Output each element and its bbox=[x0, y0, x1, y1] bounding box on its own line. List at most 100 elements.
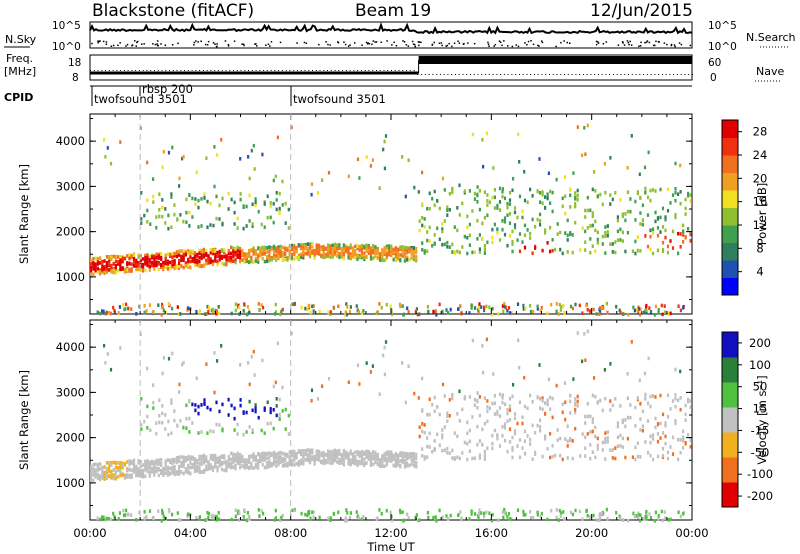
power-cell bbox=[227, 207, 230, 211]
noise-search-point bbox=[457, 40, 459, 42]
velocity-cell bbox=[242, 410, 245, 414]
noise-search-point bbox=[431, 43, 434, 46]
velocity-cell bbox=[403, 454, 406, 458]
power-cell bbox=[428, 239, 431, 243]
power-cell bbox=[309, 310, 312, 315]
power-cell bbox=[246, 305, 249, 309]
power-cell bbox=[669, 201, 672, 205]
colorbar-tick-label: -100 bbox=[747, 467, 773, 481]
velocity-cell bbox=[401, 457, 404, 462]
power-cell bbox=[263, 225, 266, 229]
velocity-cell bbox=[214, 455, 217, 459]
nave-point bbox=[338, 70, 340, 71]
noise-search-point bbox=[566, 41, 568, 44]
velocity-cell bbox=[496, 409, 499, 414]
power-cell bbox=[372, 248, 375, 252]
velocity-cell bbox=[254, 455, 257, 460]
nave-label: Nave bbox=[756, 65, 784, 78]
power-cell bbox=[485, 304, 488, 309]
noise-search-point bbox=[212, 42, 215, 44]
noise-search-point bbox=[451, 45, 453, 48]
beam-title: Beam 19 bbox=[355, 1, 431, 21]
power-cell bbox=[149, 222, 152, 226]
noise-search-point bbox=[372, 40, 375, 42]
velocity-cell bbox=[616, 444, 619, 448]
velocity-cell bbox=[436, 432, 439, 437]
power-cell bbox=[426, 206, 429, 211]
velocity-cell bbox=[223, 468, 226, 473]
y-tick-label: 3000 bbox=[56, 179, 85, 193]
power-cell bbox=[638, 307, 641, 311]
velocity-cell bbox=[171, 470, 174, 475]
power-cell bbox=[448, 245, 451, 249]
velocity-cell bbox=[140, 423, 143, 427]
velocity-cell bbox=[491, 401, 494, 406]
power-cell bbox=[555, 177, 558, 182]
velocity-cell bbox=[291, 508, 294, 513]
velocity-cell bbox=[329, 461, 332, 465]
velocity-cell bbox=[329, 516, 332, 520]
noise-search-point bbox=[403, 41, 406, 43]
velocity-cell bbox=[106, 352, 109, 356]
velocity-cell bbox=[275, 464, 278, 468]
power-cell bbox=[534, 225, 537, 229]
power-cell bbox=[536, 217, 539, 222]
velocity-cell bbox=[173, 457, 176, 462]
power-cell bbox=[171, 145, 174, 150]
noise-search-point bbox=[627, 41, 630, 44]
noise-search-point bbox=[487, 41, 489, 44]
velocity-cell bbox=[234, 459, 237, 463]
power-cell bbox=[161, 198, 164, 202]
power-cell bbox=[629, 197, 632, 201]
velocity-cell bbox=[105, 467, 108, 471]
velocity-cell bbox=[596, 443, 599, 448]
velocity-cell bbox=[241, 458, 244, 463]
velocity-cell bbox=[541, 454, 544, 459]
power-cell bbox=[302, 253, 305, 258]
velocity-cell bbox=[426, 436, 429, 440]
velocity-cell bbox=[369, 452, 373, 456]
power-cell bbox=[606, 310, 609, 315]
power-cell bbox=[152, 200, 155, 204]
power-cell bbox=[522, 303, 525, 308]
velocity-cell bbox=[238, 511, 241, 515]
power-cell bbox=[333, 242, 336, 247]
velocity-cell bbox=[477, 516, 480, 520]
power-cell bbox=[260, 303, 263, 307]
nave-point bbox=[676, 74, 678, 75]
velocity-cell bbox=[421, 408, 424, 412]
nave-point bbox=[688, 74, 690, 75]
power-cell bbox=[356, 257, 359, 262]
power-cell bbox=[261, 152, 264, 157]
velocity-cell bbox=[311, 450, 314, 455]
x-tick-label: 04:00 bbox=[174, 526, 207, 540]
velocity-cell bbox=[169, 472, 172, 476]
power-cell bbox=[433, 242, 436, 246]
velocity-cell bbox=[418, 518, 421, 522]
velocity-cell bbox=[230, 517, 233, 522]
power-cell bbox=[589, 250, 592, 255]
velocity-cell bbox=[633, 514, 636, 519]
velocity-cell bbox=[637, 515, 640, 520]
power-cell bbox=[114, 254, 117, 259]
power-cell bbox=[205, 156, 208, 160]
velocity-cell bbox=[99, 474, 102, 478]
velocity-cell bbox=[327, 460, 330, 464]
velocity-cell bbox=[173, 464, 176, 469]
power-cell bbox=[512, 176, 515, 181]
velocity-cell bbox=[126, 460, 129, 464]
power-cell bbox=[121, 259, 124, 264]
power-cell bbox=[284, 201, 287, 206]
velocity-cell bbox=[252, 456, 255, 460]
velocity-cell bbox=[674, 396, 677, 401]
power-cell bbox=[661, 225, 665, 229]
velocity-cell bbox=[262, 511, 265, 516]
power-cell bbox=[639, 222, 642, 226]
velocity-cell bbox=[153, 473, 156, 477]
velocity-cell bbox=[277, 462, 280, 467]
velocity-cell bbox=[164, 459, 167, 463]
power-cell bbox=[388, 245, 391, 250]
power-cell bbox=[483, 190, 486, 194]
velocity-cell bbox=[659, 393, 662, 398]
power-cell bbox=[92, 267, 95, 271]
